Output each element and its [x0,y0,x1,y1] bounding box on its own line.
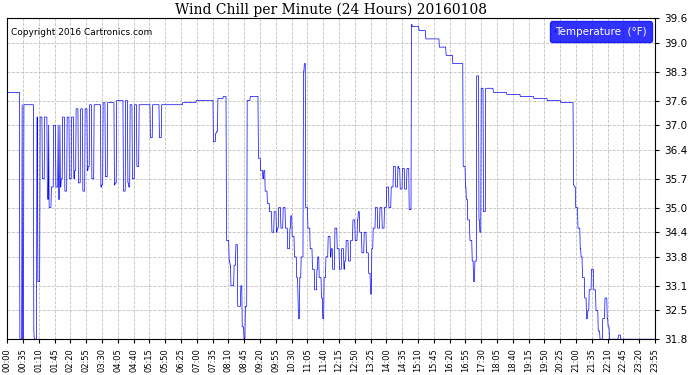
Text: Copyright 2016 Cartronics.com: Copyright 2016 Cartronics.com [10,28,152,37]
Legend: Temperature  (°F): Temperature (°F) [550,21,652,42]
Title: Wind Chill per Minute (24 Hours) 20160108: Wind Chill per Minute (24 Hours) 2016010… [175,3,487,17]
